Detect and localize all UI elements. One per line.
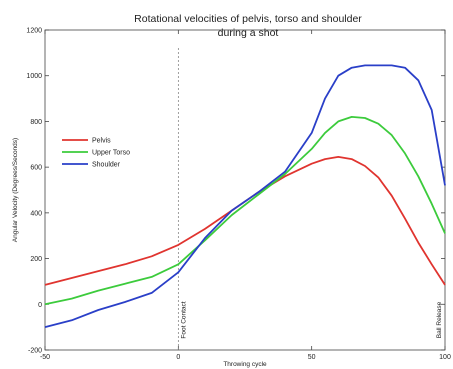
y-tick-label: 600 [30,165,42,172]
plot-frame [44,29,446,351]
legend: Pelvis Upper Torso Shoulder [62,138,130,169]
y-tick-label: 0 [38,302,42,309]
y-tick-label: 200 [30,256,42,263]
x-axis: -50 0 50 100 [40,30,451,361]
series-line-pelvis [44,155,446,286]
legend-label: Upper Torso [92,150,130,157]
x-tick-label: 100 [439,354,451,361]
event-label: Ball Release [436,301,443,338]
x-tick-label: -50 [40,354,50,361]
series-line-shoulder [44,64,446,328]
y-axis: -200 0 200 400 600 800 1000 1200 [26,28,445,355]
y-tick-label: -200 [28,348,42,355]
x-tick-label: 0 [176,354,180,361]
event-markers: Foot Contact Ball Release [177,48,443,350]
legend-label: Shoulder [92,162,121,169]
y-tick-label: 400 [30,210,42,217]
y-tick-label: 1200 [26,28,42,35]
legend-label: Pelvis [92,138,111,145]
chart-title-line-2: during a shot [218,27,279,39]
event-label: Foot Contact [180,301,187,338]
x-axis-label: Throwing cycle [223,361,267,368]
chart-title-line-1: Rotational velocities of pelvis, torso a… [134,13,362,25]
series-lines [44,64,446,328]
y-axis-label: Angular Velocity (Degrees/Seconds) [12,138,19,242]
x-tick-label: 50 [308,354,316,361]
series-line-upper-torso [44,116,446,306]
y-tick-label: 1000 [26,73,42,80]
y-tick-label: 800 [30,119,42,126]
